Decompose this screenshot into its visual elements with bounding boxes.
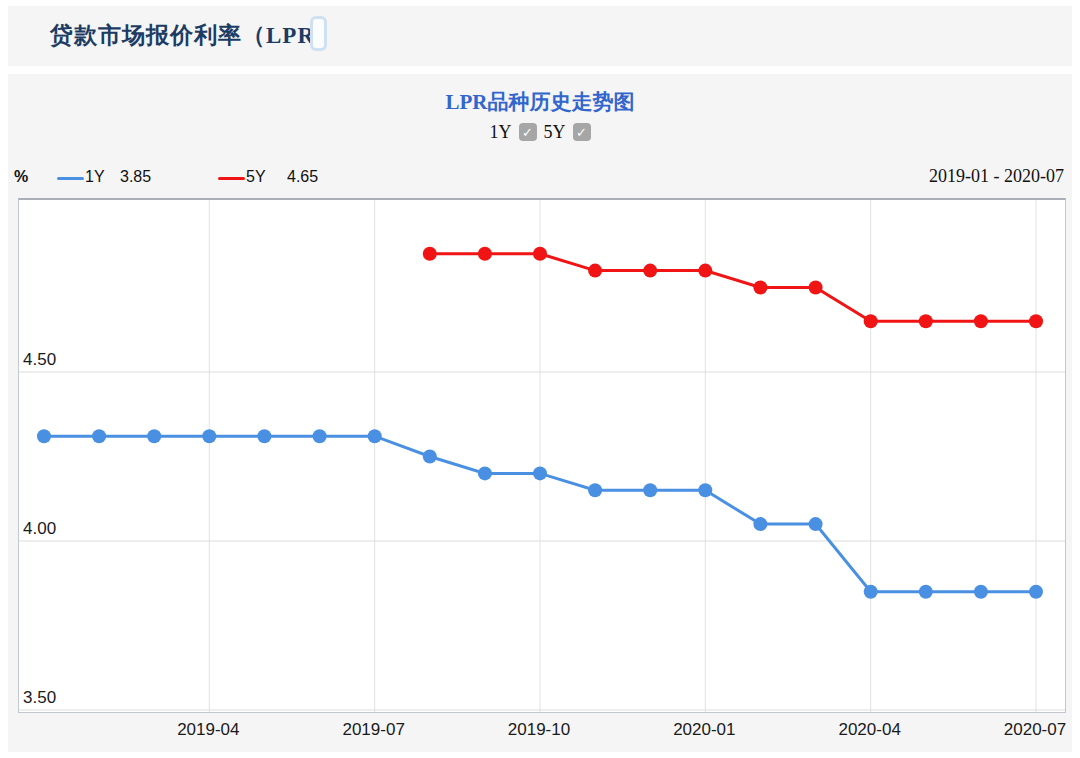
data-point-1Y — [313, 429, 327, 443]
data-point-1Y — [37, 429, 51, 443]
unit-label: % — [14, 168, 28, 186]
page-title: 贷款市场报价利率（LPR） — [50, 20, 339, 51]
data-point-5Y — [698, 264, 712, 278]
x-tick-label: 2019-10 — [489, 720, 589, 740]
series-toggle-row: 1Y ✓ 5Y ✓ — [8, 120, 1072, 144]
data-point-5Y — [643, 264, 657, 278]
toggle-label-5y: 5Y — [544, 122, 566, 143]
legend-row: % 1Y 3.85 5Y 4.65 2019-01 - 2020-07 — [8, 166, 1072, 190]
data-point-5Y — [864, 314, 878, 328]
legend-swatch-5y — [218, 177, 245, 180]
legend-value-1y: 3.85 — [120, 168, 151, 186]
data-point-1Y — [92, 429, 106, 443]
data-point-5Y — [588, 264, 602, 278]
data-point-1Y — [919, 585, 933, 599]
x-tick-label: 2020-04 — [820, 720, 920, 740]
legend-swatch-1y — [57, 177, 84, 180]
y-tick-label: 3.50 — [23, 688, 56, 707]
data-point-1Y — [753, 517, 767, 531]
page-header: 贷款市场报价利率（LPR） — [8, 6, 1072, 66]
data-point-1Y — [588, 483, 602, 497]
data-point-5Y — [919, 314, 933, 328]
header-placeholder-icon — [310, 16, 327, 51]
data-point-5Y — [533, 247, 547, 261]
date-range-label: 2019-01 - 2020-07 — [929, 166, 1064, 187]
plot-area[interactable]: 3.50 4.00 4.50 — [18, 198, 1066, 713]
data-point-1Y — [478, 466, 492, 480]
data-point-1Y — [368, 429, 382, 443]
data-point-1Y — [974, 585, 988, 599]
y-tick-label: 4.50 — [23, 350, 56, 369]
checkbox-1y[interactable]: ✓ — [519, 123, 537, 141]
chart-card: LPR品种历史走势图 1Y ✓ 5Y ✓ % 1Y 3.85 5Y 4.65 2… — [8, 74, 1072, 752]
data-point-1Y — [147, 429, 161, 443]
x-axis-labels: 2019-042019-072019-102020-012020-042020-… — [8, 720, 1072, 746]
legend-label-5y: 5Y — [246, 168, 266, 186]
data-point-1Y — [1029, 585, 1043, 599]
data-point-1Y — [423, 450, 437, 464]
data-point-1Y — [533, 466, 547, 480]
chart-title: LPR品种历史走势图 — [8, 88, 1072, 116]
checkbox-5y[interactable]: ✓ — [573, 123, 591, 141]
y-tick-label: 4.00 — [23, 519, 56, 538]
lpr-page: 贷款市场报价利率（LPR） LPR品种历史走势图 1Y ✓ 5Y ✓ % 1Y … — [0, 0, 1080, 758]
legend-value-5y: 4.65 — [287, 168, 318, 186]
legend-label-1y: 1Y — [85, 168, 105, 186]
line-chart-svg: 3.50 4.00 4.50 — [19, 200, 1065, 712]
data-point-5Y — [809, 281, 823, 295]
data-point-1Y — [202, 429, 216, 443]
data-point-1Y — [643, 483, 657, 497]
data-point-1Y — [257, 429, 271, 443]
x-tick-label: 2019-04 — [158, 720, 258, 740]
series-line-5Y — [430, 254, 1036, 322]
toggle-label-1y: 1Y — [490, 122, 512, 143]
data-point-5Y — [478, 247, 492, 261]
data-point-5Y — [753, 281, 767, 295]
data-point-1Y — [698, 483, 712, 497]
data-point-5Y — [423, 247, 437, 261]
data-point-5Y — [1029, 314, 1043, 328]
x-tick-label: 2019-07 — [324, 720, 424, 740]
data-point-1Y — [864, 585, 878, 599]
data-point-1Y — [809, 517, 823, 531]
x-tick-label: 2020-01 — [654, 720, 754, 740]
x-tick-label: 2020-07 — [985, 720, 1080, 740]
data-point-5Y — [974, 314, 988, 328]
